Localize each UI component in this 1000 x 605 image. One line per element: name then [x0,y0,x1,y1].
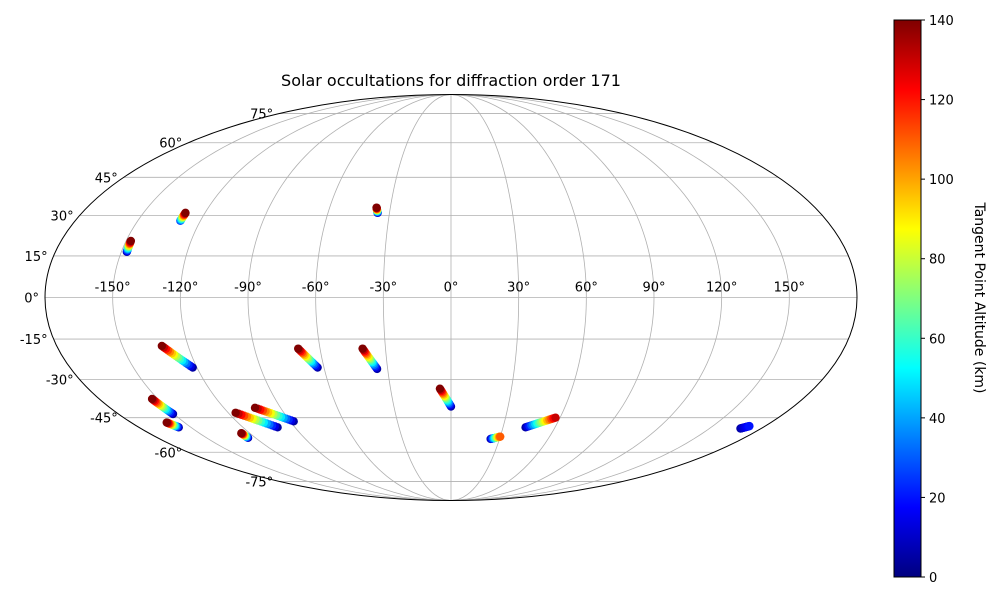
chart-title: Solar occultations for diffraction order… [281,71,621,90]
colorbar-tick-label: 100 [929,173,954,188]
lon-tick-label: 120° [706,281,737,296]
lon-tick-label: -120° [162,281,198,296]
lat-tick-label: -60° [155,446,183,461]
colorbar-gradient [893,19,922,578]
colorbar-tick-label: 20 [929,491,946,506]
occultation-track [250,403,298,426]
lat-tick-label: 30° [51,209,74,224]
occultation-track [521,413,560,432]
colorbar-tick-label: 60 [929,332,946,347]
occultation-point [358,344,367,353]
occultation-track [157,341,197,372]
lon-tick-label: -150° [95,281,131,296]
lon-tick-label: 60° [575,281,598,296]
occultation-track [122,236,136,257]
occultation-point [126,236,136,246]
lat-tick-label: -45° [90,412,118,427]
occultation-track [486,432,505,444]
occultation-point [181,208,190,218]
occultation-point [435,384,445,393]
lat-tick-label: -30° [46,374,74,389]
graticule [45,94,857,501]
occultation-point [294,344,303,353]
colorbar-tick-label: 0 [929,571,937,586]
occultation-point [250,403,260,412]
occultation-point [237,429,246,438]
occultation-point [372,203,381,212]
lon-tick-label: 90° [642,281,665,296]
colorbar-tick-label: 140 [929,14,954,29]
lat-tick-label: 15° [25,250,48,265]
lat-tick-label: 0° [24,292,39,307]
occultation-point [147,394,157,404]
occultation-track [162,418,183,432]
lon-tick-label: 0° [444,281,459,296]
occultation-track [358,344,382,374]
occultation-point [745,421,754,431]
lat-tick-label: 75° [250,108,273,123]
longitude-tick-labels: -150° -120° -90° -60° -30° 0° 30° 60° 90° 120° 150… [95,281,805,296]
lat-tick-label: 45° [95,171,118,186]
occultation-track [237,429,253,443]
lon-tick-label: -60° [302,281,330,296]
lon-tick-label: 30° [507,281,530,296]
occultation-point [551,413,560,422]
lon-tick-label: 150° [774,281,805,296]
occultation-track [372,203,382,218]
latitude-tick-labels: 75° 60° 45° 30° 15° 0° -15° -30° -45° -60° -75° [20,108,273,491]
colorbar-ticks: 0 20 40 60 80 100 120 140 [921,14,954,586]
colorbar-tick-label: 40 [929,412,946,427]
colorbar-tick-label: 120 [929,94,954,109]
colorbar: 0 20 40 60 80 100 120 140 Tangent Point Altitud… [893,14,987,586]
occultation-point [157,341,167,351]
occultation-track [231,408,282,432]
occultation-track [736,421,754,433]
occultation-track [147,394,178,419]
occultation-track [176,208,190,225]
lat-tick-label: 60° [159,137,182,152]
map-boundary [44,94,858,501]
occultation-track [294,344,322,372]
lon-tick-label: -30° [369,281,397,296]
occultation-point [231,408,240,417]
occultation-track [435,384,456,411]
lat-tick-label: -75° [245,475,273,490]
occultation-point [496,432,505,441]
lat-tick-label: -15° [20,333,48,348]
occultation-points [122,203,754,444]
colorbar-label: Tangent Point Altitude (km) [971,201,987,393]
colorbar-tick-label: 80 [929,253,946,268]
lon-tick-label: -90° [234,281,262,296]
occultation-point [162,418,171,427]
